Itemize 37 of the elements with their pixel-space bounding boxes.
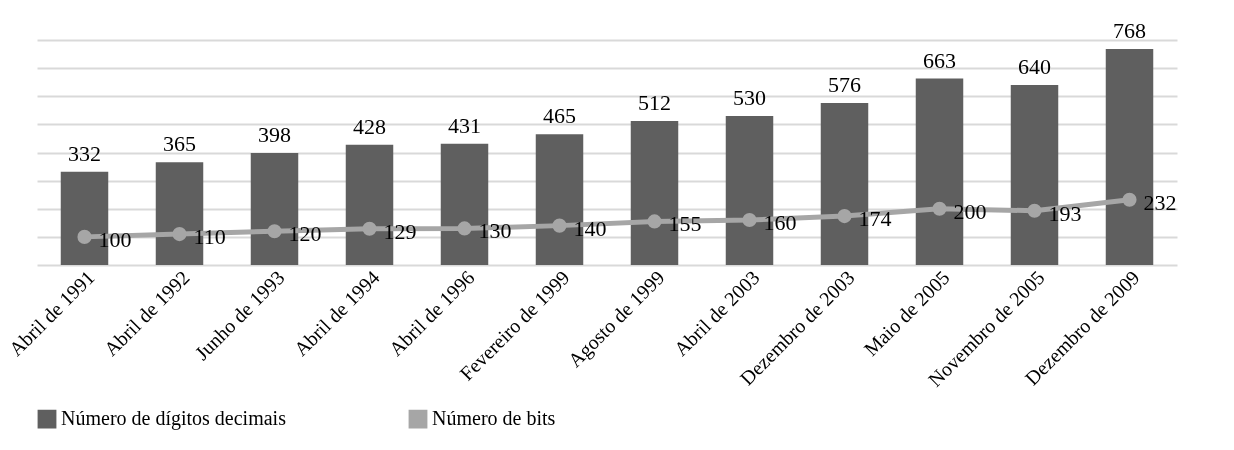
- data-label: 768: [1113, 18, 1146, 43]
- data-label: 100: [98, 226, 132, 252]
- point: [1027, 203, 1042, 218]
- data-label: 332: [68, 140, 101, 166]
- point: [172, 227, 187, 242]
- data-label: 576: [828, 72, 861, 97]
- data-label: 129: [383, 218, 417, 244]
- data-label: 640: [1018, 54, 1051, 79]
- data-label: 428: [353, 113, 386, 139]
- data-label: 160: [763, 210, 797, 235]
- data-label: 110: [193, 224, 226, 250]
- data-label: 193: [1048, 200, 1082, 226]
- point: [267, 224, 282, 239]
- data-label: 140: [573, 215, 607, 241]
- data-label: 155: [668, 211, 702, 237]
- data-label: 512: [638, 90, 671, 115]
- data-label: 530: [733, 84, 766, 110]
- data-label: 130: [478, 218, 512, 244]
- data-label: 200: [953, 198, 987, 224]
- point: [552, 218, 567, 233]
- point: [932, 201, 947, 216]
- data-label: 465: [543, 103, 576, 129]
- data-label: 431: [448, 112, 481, 138]
- point: [837, 209, 852, 224]
- point: [742, 212, 757, 228]
- data-label: 663: [923, 47, 956, 73]
- point: [457, 221, 472, 236]
- data-label: 174: [858, 206, 892, 232]
- data-label: 120: [288, 221, 322, 247]
- point: [1122, 192, 1137, 207]
- point: [77, 229, 92, 244]
- data-label: 365: [163, 131, 196, 157]
- legend-label: Número de bits: [432, 407, 556, 430]
- point: [362, 221, 377, 236]
- legend-label: Número de dígitos decimais: [61, 407, 287, 431]
- point: [647, 214, 662, 229]
- data-label: 398: [258, 122, 291, 148]
